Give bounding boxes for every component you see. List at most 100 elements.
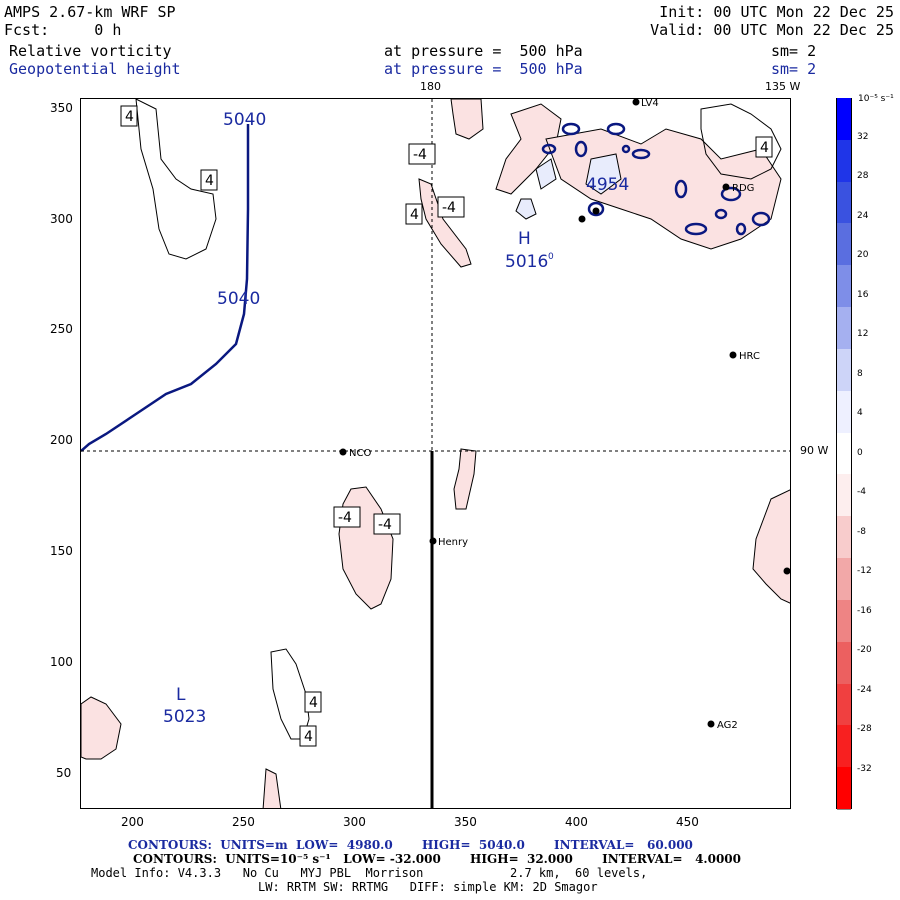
- height-contour: [574, 140, 588, 158]
- vorticity-region: [418, 178, 472, 268]
- vorticity-region: [450, 99, 484, 140]
- colorbar: [836, 98, 852, 811]
- y-tick-label: 300: [50, 212, 73, 226]
- vorticity-label-box: [120, 105, 138, 127]
- station-marker: [783, 567, 790, 575]
- y-tick-label: 250: [50, 322, 73, 336]
- x-tick-label: 200: [121, 815, 144, 829]
- height-contour-5040: [81, 124, 250, 452]
- vorticity-region: [515, 198, 537, 220]
- vorticity-region: [81, 696, 122, 760]
- colorbar-tick-label: -28: [857, 724, 872, 734]
- high-marker: H: [518, 229, 531, 249]
- y-tick-label: 100: [50, 655, 73, 669]
- x-tick-label: 350: [454, 815, 477, 829]
- vorticity-label: 4: [760, 140, 769, 156]
- colorbar-tick-label: -24: [857, 684, 872, 695]
- field2-smoothing: sm= 2: [771, 60, 817, 78]
- vorticity-label: 4: [309, 695, 318, 711]
- map-plot-area[interactable]: NCO Henry HRC AG2 RDG LV4 5040 5040 H 50…: [80, 98, 791, 809]
- station-label: NCO: [349, 448, 371, 459]
- map-canvas[interactable]: NCO Henry HRC AG2 RDG LV4 5040 5040 H 50…: [81, 99, 791, 809]
- vorticity-label: 4: [205, 173, 214, 189]
- vorticity-label: 4: [304, 729, 313, 745]
- vorticity-label: -4: [442, 200, 456, 216]
- vorticity-label: -4: [413, 147, 427, 163]
- meridian-135w-label: 135 W: [765, 80, 801, 93]
- station-marker: [592, 207, 600, 215]
- colorbar-segment: [837, 98, 851, 142]
- height-contour: [674, 179, 688, 199]
- footer-model-info: Model Info: V4.3.3 No Cu MYJ PBL Morriso…: [91, 866, 648, 880]
- y-tick-label: 50: [56, 766, 72, 780]
- station-marker: [339, 448, 347, 456]
- colorbar-segment: [837, 474, 851, 518]
- field1-name: Relative vorticity: [9, 42, 172, 60]
- footer-physics-info: LW: RRTM SW: RRTMG DIFF: simple KM: 2D S…: [258, 880, 598, 894]
- y-tick-label: 200: [50, 433, 73, 447]
- vorticity-label-box: [437, 196, 465, 218]
- colorbar-segment: [837, 725, 851, 769]
- colorbar-segment: [837, 307, 851, 351]
- height-label-5040: 5040: [223, 110, 266, 130]
- field1-level: at pressure = 500 hPa: [384, 42, 583, 60]
- footer-height-contours: CONTOURS: UNITS=m LOW= 4980.0 HIGH= 5040…: [128, 838, 693, 852]
- colorbar-tick-label: -32: [857, 763, 872, 774]
- colorbar-tick-label: 32: [857, 131, 869, 142]
- vorticity-label: 4: [410, 207, 419, 223]
- colorbar-tick-label: 20: [857, 250, 869, 260]
- vorticity-label: 4: [125, 109, 134, 125]
- colorbar-segment: [837, 558, 851, 602]
- vorticity-region: [338, 486, 394, 610]
- height-contour: [587, 201, 605, 217]
- station-label: LV4: [641, 99, 659, 109]
- height-contour: [714, 208, 728, 220]
- vorticity-label: -4: [338, 510, 352, 526]
- colorbar-segment: [837, 223, 851, 267]
- height-contour: [684, 222, 708, 236]
- x-tick-label: 300: [343, 815, 366, 829]
- height-label-5040: 5040: [217, 289, 260, 309]
- height-contour: [621, 144, 631, 154]
- station-label: AG2: [717, 720, 738, 731]
- colorbar-tick-label: 8: [857, 368, 863, 379]
- station-marker: [722, 183, 730, 191]
- low-value: 5023: [163, 707, 206, 727]
- vorticity-contour: [135, 99, 217, 260]
- station-marker: [729, 351, 737, 359]
- colorbar-segment: [837, 641, 851, 686]
- height-contour: [720, 186, 742, 202]
- colorbar-tick-label: 16: [857, 289, 869, 300]
- vorticity-label-box: [304, 691, 322, 713]
- height-contour: [631, 148, 651, 160]
- station-label: RDG: [732, 183, 754, 194]
- height-contour: [541, 143, 557, 155]
- vorticity-label-box: [333, 506, 361, 528]
- valid-time: Valid: 00 UTC Mon 22 Dec 25: [650, 21, 894, 39]
- footer-vorticity-contours: CONTOURS: UNITS=10⁻⁵ s⁻¹ LOW= -32.000 HI…: [133, 852, 741, 866]
- height-contour: [735, 222, 747, 236]
- field2-name: Geopotential height: [9, 60, 181, 78]
- y-tick-label: 150: [50, 544, 73, 558]
- meridian-180-label: 180: [420, 80, 441, 93]
- vorticity-label-box: [405, 203, 423, 225]
- station-marker: [707, 720, 715, 728]
- vorticity-region: [495, 103, 562, 195]
- colorbar-unit-label: 10⁻⁵ s⁻¹: [858, 94, 894, 104]
- colorbar-segment: [837, 683, 851, 727]
- colorbar-segment: [837, 139, 851, 184]
- colorbar-tick-label: 24: [857, 210, 869, 221]
- colorbar-tick-label: -16: [857, 605, 872, 616]
- model-title: AMPS 2.67-km WRF SP: [4, 3, 176, 21]
- colorbar-tick-label: 0: [857, 447, 863, 458]
- station-marker: [578, 215, 586, 223]
- high-value: 5016: [505, 252, 548, 272]
- colorbar-tick-label: 28: [857, 171, 869, 181]
- height-contour: [606, 122, 626, 136]
- vorticity-label-box: [755, 136, 773, 158]
- colorbar-segment: [837, 767, 851, 811]
- high-value-sup: 0: [548, 252, 554, 262]
- vorticity-region: [535, 158, 557, 190]
- field1-smoothing: sm= 2: [771, 42, 817, 60]
- colorbar-segment: [837, 265, 851, 309]
